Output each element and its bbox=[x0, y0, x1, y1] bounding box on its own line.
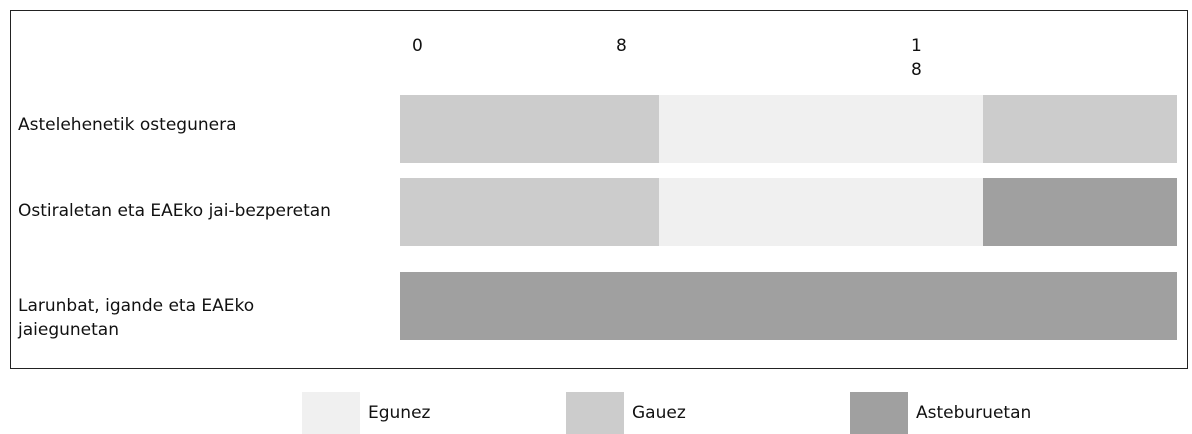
x-tick-label: 0 bbox=[412, 36, 423, 56]
legend-label: Egunez bbox=[368, 403, 431, 423]
bar-segment bbox=[400, 95, 659, 163]
bar-segment bbox=[983, 178, 1177, 246]
legend-label: Gauez bbox=[632, 403, 686, 423]
x-tick-label: 18 bbox=[911, 36, 922, 80]
legend-swatch bbox=[302, 392, 360, 434]
bar-segment bbox=[400, 272, 1177, 340]
row-label: Astelehenetik ostegunera bbox=[18, 115, 237, 135]
legend-swatch bbox=[566, 392, 624, 434]
bar-segment bbox=[983, 95, 1177, 163]
bar-segment bbox=[659, 178, 983, 246]
bar-segment bbox=[659, 95, 983, 163]
row-label: Ostiraletan eta EAEko jai-bezperetan bbox=[18, 201, 331, 221]
row-label: Larunbat, igande eta EAEko jaiegunetan bbox=[18, 296, 255, 340]
legend-swatch bbox=[850, 392, 908, 434]
x-tick-label: 8 bbox=[616, 36, 627, 56]
chart-frame bbox=[10, 10, 1188, 369]
legend-label: Asteburuetan bbox=[916, 403, 1032, 423]
bar-segment bbox=[400, 178, 659, 246]
